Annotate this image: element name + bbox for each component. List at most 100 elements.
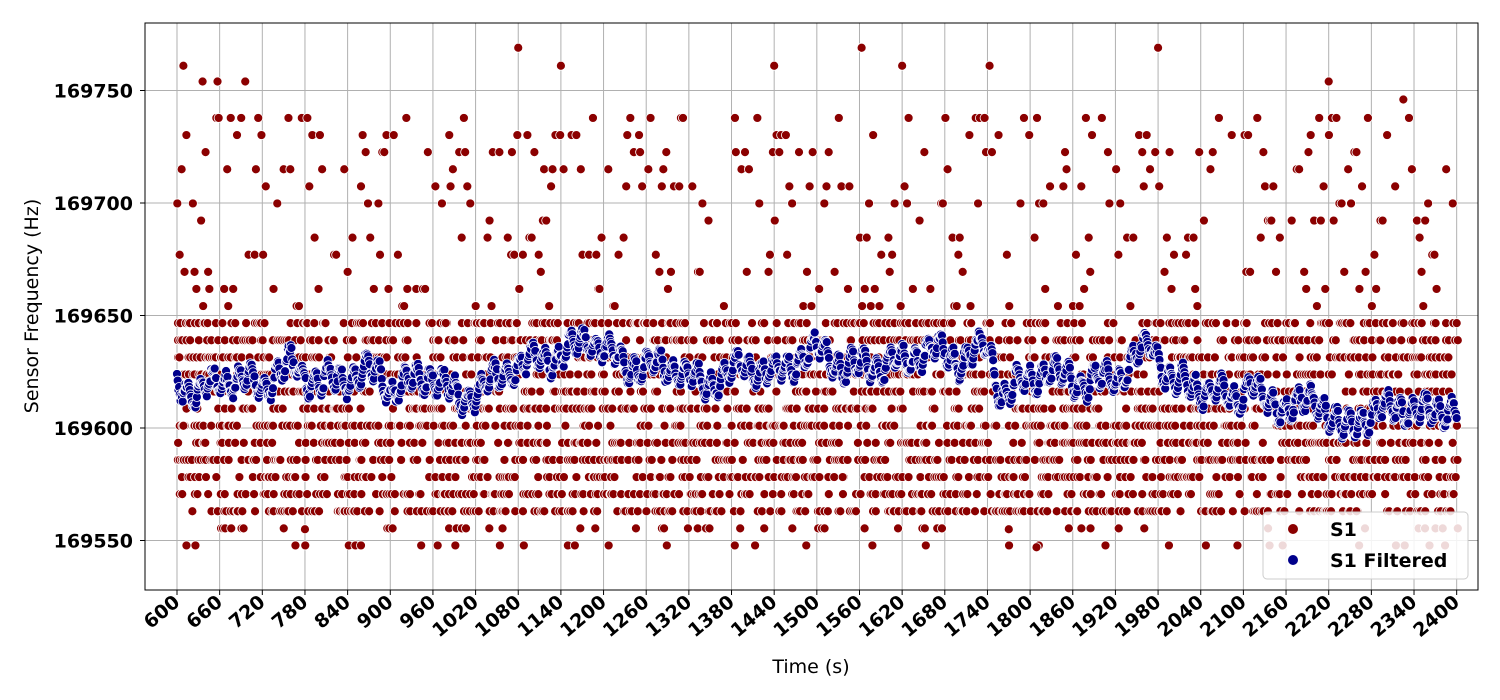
s1-point — [609, 301, 620, 311]
s1-point — [200, 147, 211, 158]
s1-point — [635, 147, 646, 158]
s1-point — [794, 147, 804, 158]
s1-point — [1236, 420, 1247, 431]
s1-point — [1275, 472, 1286, 482]
s1-point — [424, 455, 435, 465]
s1-point — [921, 437, 932, 448]
s1-point — [1409, 472, 1420, 482]
s1-point — [177, 489, 188, 500]
s1-point — [1019, 113, 1029, 123]
s1-point — [920, 540, 931, 551]
s1-point — [436, 403, 447, 414]
s1-point — [460, 455, 471, 465]
s1-point — [724, 489, 735, 500]
s1-point — [331, 249, 342, 260]
s1-point — [1058, 181, 1069, 192]
s1-point — [674, 181, 685, 192]
s1-point — [797, 437, 808, 448]
s1-point — [1108, 318, 1119, 329]
s1-point — [1448, 489, 1459, 500]
s1-point — [360, 437, 371, 448]
s1-point — [1271, 369, 1282, 380]
s1-point — [822, 506, 833, 517]
s1-point — [546, 181, 556, 192]
s1-point — [1043, 489, 1054, 500]
s1-point — [763, 266, 774, 277]
s1-point — [744, 489, 755, 500]
s1-point — [257, 335, 268, 346]
s1-point — [174, 352, 185, 363]
s1-point — [1437, 455, 1448, 465]
s1-point — [1347, 386, 1358, 397]
s1-point — [886, 403, 897, 414]
s1-point — [803, 489, 814, 500]
s1-point — [181, 540, 192, 551]
s1-point — [272, 198, 283, 209]
s1-point — [665, 403, 676, 414]
s1-point — [772, 335, 783, 346]
s1-point — [827, 386, 838, 397]
s1-point — [737, 455, 748, 465]
s1-point — [588, 113, 598, 123]
s1-point — [450, 472, 461, 482]
s1-point — [625, 386, 636, 397]
s1-point — [1190, 318, 1201, 329]
s1-point — [1367, 352, 1378, 363]
s1-point — [1446, 369, 1457, 380]
s1-point — [308, 437, 319, 448]
s1-point — [1441, 164, 1452, 175]
s1-point — [1155, 318, 1166, 329]
s1-point — [1125, 472, 1136, 482]
s1-point — [851, 506, 861, 517]
s1-point — [861, 420, 872, 431]
s1-point — [460, 147, 471, 158]
s1-point — [412, 455, 423, 465]
s1-point — [1137, 147, 1148, 158]
s1-point — [1216, 506, 1227, 517]
s1-point — [694, 266, 705, 277]
s1-point — [1040, 318, 1051, 329]
s1-point — [552, 318, 563, 329]
s1-filtered-point — [228, 393, 239, 404]
s1-point — [450, 540, 461, 551]
s1-point — [1164, 455, 1175, 465]
s1-point — [726, 455, 737, 465]
s1-point — [730, 318, 741, 329]
s1-point — [187, 198, 198, 209]
s1-point — [187, 506, 198, 517]
s1-point — [1063, 523, 1074, 534]
s1-point — [306, 420, 317, 431]
s1-point — [1154, 181, 1165, 192]
s1-point — [503, 437, 513, 448]
s1-point — [448, 420, 459, 431]
s1-point — [339, 164, 350, 175]
s1-point — [300, 472, 311, 482]
s1-point — [867, 403, 878, 414]
s1-point — [691, 455, 702, 465]
s1-point — [787, 335, 798, 346]
s1-point — [1311, 352, 1322, 363]
s1-point — [1320, 284, 1331, 294]
s1-point — [509, 472, 520, 482]
s1-point — [637, 181, 648, 192]
s1-point — [482, 232, 493, 243]
s1-point — [1294, 164, 1305, 175]
s1-filtered-point — [841, 377, 851, 387]
s1-point — [774, 147, 785, 158]
s1-point — [1221, 318, 1232, 329]
s1-filtered-point — [824, 353, 834, 363]
s1-point — [1027, 335, 1038, 346]
s1-point — [951, 386, 962, 397]
s1-point — [364, 506, 375, 517]
s1-point — [200, 437, 211, 448]
s1-point — [987, 147, 997, 158]
s1-point — [1029, 455, 1040, 465]
s1-point — [313, 284, 324, 294]
s1-point — [234, 472, 245, 482]
s1-point — [714, 489, 725, 500]
s1-point — [1393, 369, 1404, 380]
s1-point — [1179, 335, 1190, 346]
s1-point — [1194, 147, 1205, 158]
s1-point — [1416, 352, 1427, 363]
s1-point — [1297, 489, 1307, 500]
